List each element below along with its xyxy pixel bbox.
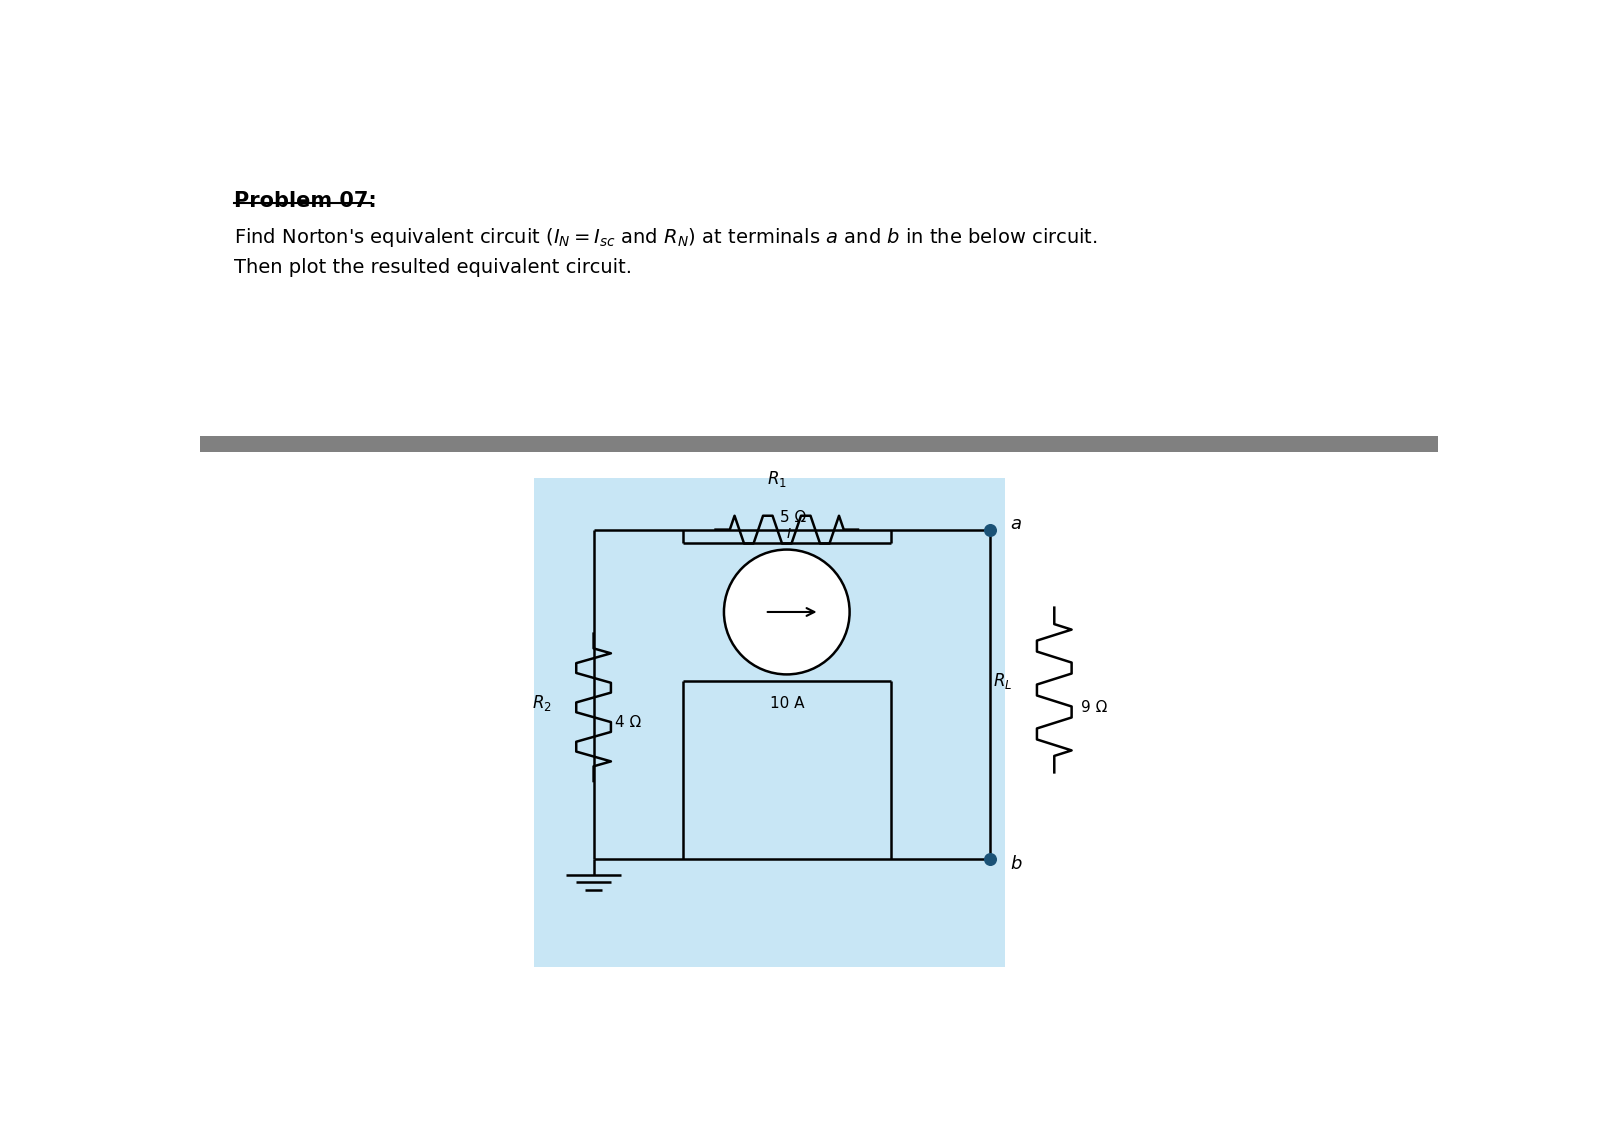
Text: $a$: $a$ — [1010, 516, 1021, 534]
Bar — [200, 436, 1438, 452]
Point — [976, 520, 1002, 538]
Text: $I$: $I$ — [786, 527, 793, 540]
Text: Problem 07:: Problem 07: — [235, 191, 377, 212]
Text: Then plot the resulted equivalent circuit.: Then plot the resulted equivalent circui… — [235, 258, 633, 277]
Point — [976, 850, 1002, 868]
Text: 10 A: 10 A — [770, 696, 804, 712]
Bar — [534, 477, 1005, 967]
Text: 5 Ω: 5 Ω — [780, 510, 805, 525]
Text: 4 Ω: 4 Ω — [615, 715, 641, 731]
Text: $R_1$: $R_1$ — [767, 468, 786, 489]
Text: $b$: $b$ — [1010, 856, 1023, 874]
Text: 9 Ω: 9 Ω — [1080, 700, 1107, 715]
Text: $R_L$: $R_L$ — [992, 671, 1012, 691]
Ellipse shape — [724, 549, 850, 674]
Text: Find Norton's equivalent circuit ($I_N = I_{sc}$ and $R_N$) at terminals $a$ and: Find Norton's equivalent circuit ($I_N =… — [235, 226, 1098, 249]
Text: $R_2$: $R_2$ — [532, 692, 551, 713]
